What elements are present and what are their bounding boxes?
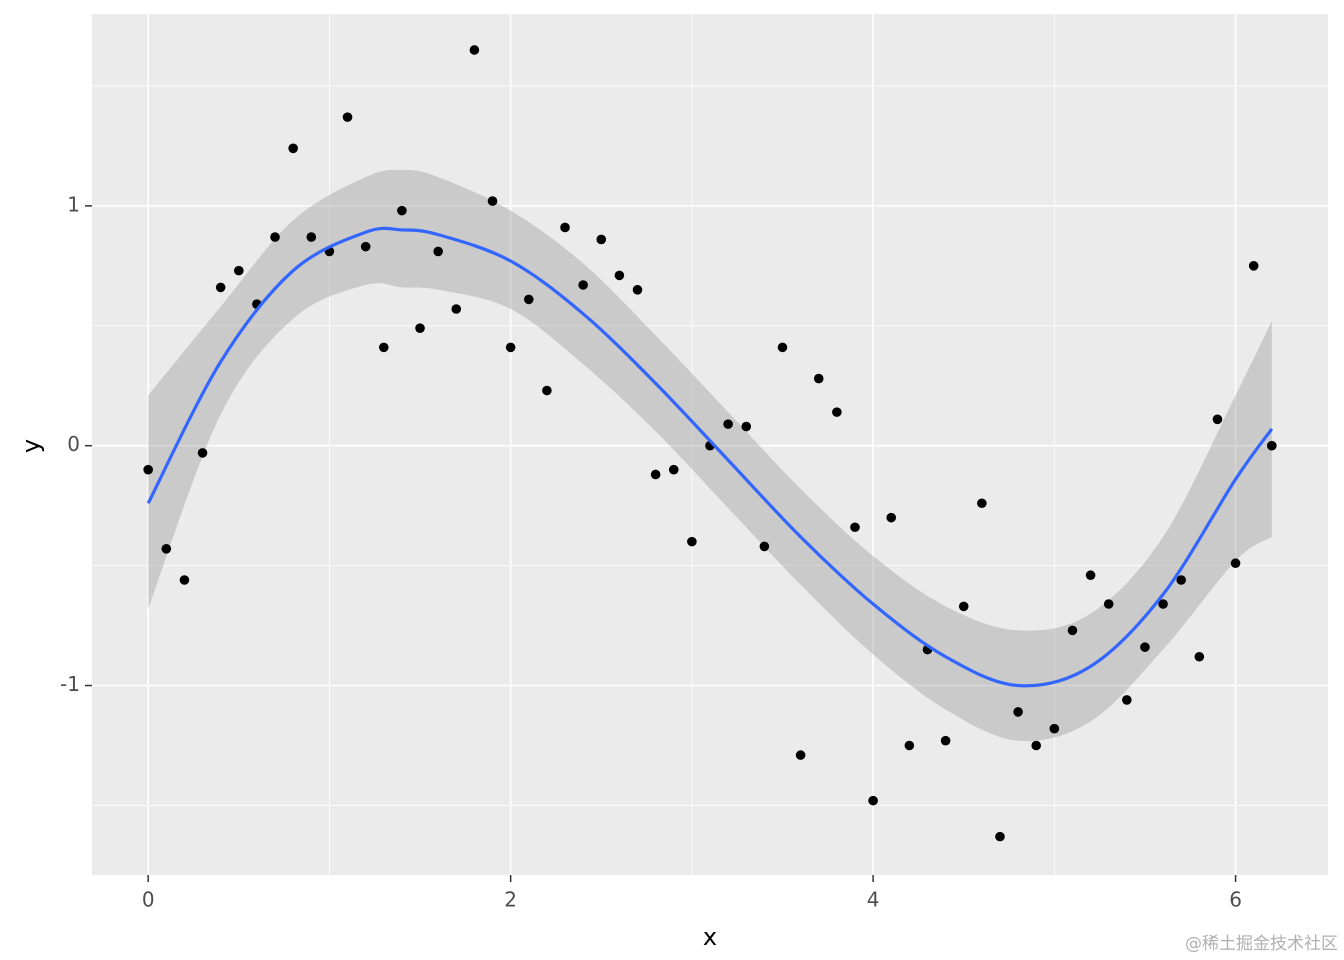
point <box>542 385 552 396</box>
point <box>1267 440 1277 451</box>
point <box>433 246 443 257</box>
point <box>469 45 480 55</box>
point <box>850 522 860 533</box>
point <box>342 112 353 122</box>
point <box>795 750 806 760</box>
smooth-line <box>146 226 1274 688</box>
point <box>578 280 588 290</box>
point <box>1031 740 1042 751</box>
point <box>977 498 987 509</box>
x-tick-label: 4 <box>867 888 880 912</box>
point <box>397 205 407 216</box>
point <box>958 601 969 612</box>
point <box>179 575 190 585</box>
x-tick-label: 2 <box>504 888 517 912</box>
point <box>143 464 153 475</box>
point <box>741 421 752 432</box>
confidence-band <box>148 169 1272 742</box>
point <box>1049 723 1060 734</box>
point <box>1085 570 1096 581</box>
point <box>1248 261 1259 271</box>
point <box>1013 707 1023 717</box>
point <box>614 270 625 281</box>
point <box>215 282 226 293</box>
y-tick-label: 0 <box>67 432 80 456</box>
point <box>415 323 425 333</box>
point <box>451 304 462 314</box>
point <box>1103 599 1114 609</box>
point <box>197 448 208 458</box>
point <box>505 342 516 353</box>
y-tick-label: -1 <box>60 672 80 696</box>
x-tick-label: 6 <box>1229 888 1242 912</box>
point <box>995 831 1005 842</box>
y-axis-title: y <box>17 439 45 453</box>
point <box>523 294 534 305</box>
point <box>632 285 643 295</box>
point <box>668 464 679 475</box>
x-tick-label: 0 <box>142 888 155 912</box>
point <box>650 469 661 480</box>
point <box>1140 642 1150 652</box>
x-axis-title: x <box>703 923 717 951</box>
point <box>687 536 697 547</box>
point <box>1230 558 1241 569</box>
y-tick-label: 1 <box>67 192 80 216</box>
point <box>777 342 788 353</box>
point <box>886 512 897 523</box>
point <box>306 232 317 242</box>
point <box>560 222 570 233</box>
point <box>1212 414 1223 425</box>
point <box>940 735 951 746</box>
point <box>1122 695 1132 705</box>
point <box>1067 625 1078 636</box>
point <box>270 232 280 242</box>
point <box>1158 599 1168 609</box>
point <box>723 419 733 429</box>
point <box>378 342 389 353</box>
point <box>813 373 824 384</box>
point <box>832 407 842 417</box>
point <box>759 541 770 552</box>
point <box>288 143 298 154</box>
point <box>161 544 172 554</box>
point <box>904 740 915 751</box>
point <box>1176 575 1187 585</box>
point <box>868 795 878 806</box>
point <box>233 265 244 276</box>
point <box>360 241 371 252</box>
point <box>1194 651 1205 662</box>
watermark: @稀土掘金技术社区 <box>1185 934 1338 954</box>
point <box>596 234 607 245</box>
point <box>487 196 498 206</box>
